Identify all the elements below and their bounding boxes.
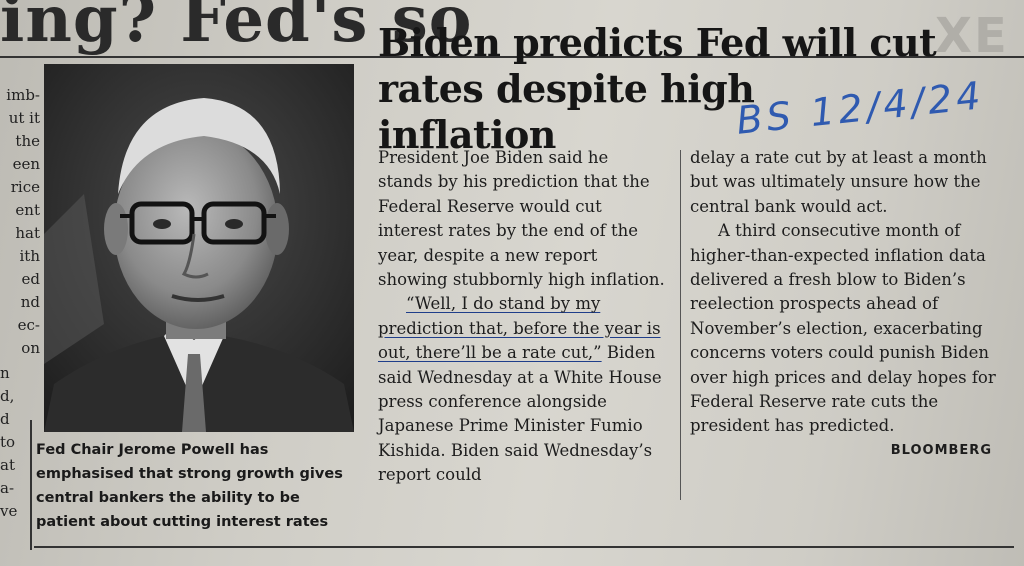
article-column-1: President Joe Biden said he stands by hi… bbox=[378, 146, 668, 488]
fragment-line: ed bbox=[21, 270, 40, 288]
adjacent-column-lower: n d, d to at a- ve bbox=[0, 362, 30, 523]
powell-photo bbox=[44, 64, 354, 432]
paragraph-4-text: A third consecutive month of higher-than… bbox=[690, 221, 996, 436]
previous-headline-fragment: ing? Fed's so bbox=[0, 0, 473, 57]
paragraph-2-rest: Biden said Wednesday at a White House pr… bbox=[378, 343, 662, 485]
fragment-line: rice bbox=[10, 178, 40, 196]
column-divider-left bbox=[30, 420, 32, 550]
paragraph-4: A third consecutive month of higher-than… bbox=[690, 219, 1000, 458]
article-headline: Biden predicts Fed will cut rates despit… bbox=[378, 20, 937, 157]
bottom-rule bbox=[34, 546, 1014, 548]
article-column-2: delay a rate cut by at least a month but… bbox=[690, 146, 1000, 463]
fragment-line: ut it bbox=[8, 109, 40, 127]
photo-caption: Fed Chair Jerome Powell has emphasised t… bbox=[36, 442, 343, 530]
paragraph-2: “Well, I do stand by my prediction that,… bbox=[378, 292, 668, 487]
fragment-line: a- bbox=[0, 479, 15, 497]
fragment-line: d bbox=[0, 410, 10, 428]
fragment-line: een bbox=[12, 155, 40, 173]
fragment-line: n bbox=[0, 364, 10, 382]
adjacent-column-upper: imb- ut it the een rice ent hat ith ed n… bbox=[0, 84, 40, 360]
fragment-line: ith bbox=[19, 247, 41, 265]
column-divider bbox=[680, 150, 681, 500]
underlined-quote: “Well, I do stand by my prediction that,… bbox=[378, 294, 661, 363]
fragment-line: imb- bbox=[6, 86, 40, 104]
fragment-line: nd bbox=[20, 293, 40, 311]
fragment-line: ec- bbox=[17, 316, 40, 334]
fragment-line: hat bbox=[15, 224, 40, 242]
fragment-line: d, bbox=[0, 387, 15, 405]
fragment-line: on bbox=[21, 339, 40, 357]
fragment-line: to bbox=[0, 433, 16, 451]
fragment-line: at bbox=[0, 456, 15, 474]
fragment-line: the bbox=[15, 132, 40, 150]
top-rule bbox=[0, 56, 1024, 58]
paragraph-3: delay a rate cut by at least a month but… bbox=[690, 148, 987, 216]
right-headline-fragment: XE bbox=[935, 8, 1009, 64]
paragraph-1: President Joe Biden said he stands by hi… bbox=[378, 148, 665, 290]
fragment-line: ent bbox=[15, 201, 40, 219]
fragment-line: ve bbox=[0, 502, 18, 520]
byline: BLOOMBERG bbox=[890, 442, 992, 458]
